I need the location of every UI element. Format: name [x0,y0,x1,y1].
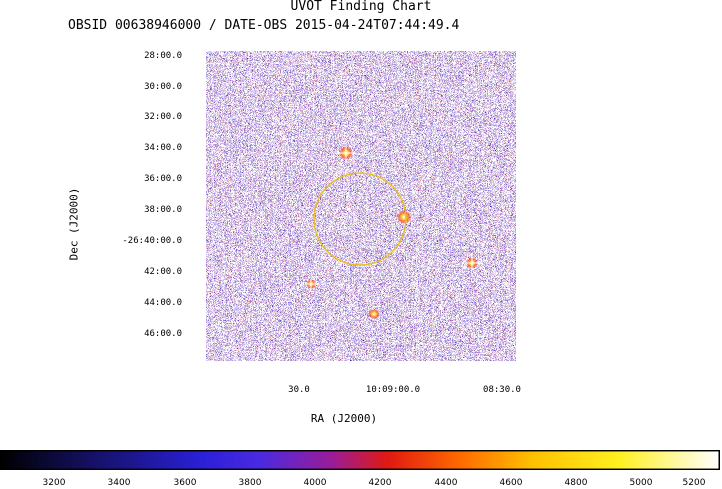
faint-star [224,61,508,355]
colorbar-tick-label: 5000 [629,478,653,488]
bright-star [462,253,482,273]
colorbar-tick-label: 4400 [434,478,458,488]
source-region-circle [313,172,407,266]
y-tick-label: 42:00.0 [144,267,182,277]
bright-star [397,210,411,224]
y-tick-label: 30:00.0 [144,82,182,92]
colorbar-tick-label: 3600 [173,478,197,488]
colorbar-tick-label: 3200 [42,478,66,488]
colorbar [0,450,720,470]
x-tick-label: 08:30.0 [483,385,521,395]
colorbar-tick-label: 4200 [368,478,392,488]
y-tick-label: -26:40:00.0 [122,236,182,246]
colorbar-tick-label: 4800 [564,478,588,488]
x-tick-label: 30.0 [288,385,310,395]
y-tick-label: 34:00.0 [144,143,182,153]
chart-title: UVOT Finding Chart [290,0,432,14]
y-tick-label: 28:00.0 [144,51,182,61]
image-noise-white [206,51,516,361]
sky-image [206,51,516,361]
bright-star [336,143,356,163]
colorbar-tick-label: 3800 [238,478,262,488]
observation-subtitle: OBSID 00638946000 / DATE-OBS 2015-04-24T… [68,18,460,33]
y-axis-label: Dec (J2000) [67,187,81,261]
colorbar-tick-label: 4600 [499,478,523,488]
colorbar-tick-label: 5200 [682,478,706,488]
y-tick-label: 32:00.0 [144,112,182,122]
bright-star [303,276,319,292]
colorbar-tick-label: 3400 [107,478,131,488]
y-tick-label: 46:00.0 [144,329,182,339]
x-tick-label: 10:09:00.0 [365,385,421,395]
y-tick-label: 44:00.0 [144,298,182,308]
colorbar-tick-label: 4000 [303,478,327,488]
y-tick-label: 36:00.0 [144,174,182,184]
y-tick-label: 38:00.0 [144,205,182,215]
x-axis-label: RA (J2000) [310,412,378,425]
bright-star [368,309,380,319]
